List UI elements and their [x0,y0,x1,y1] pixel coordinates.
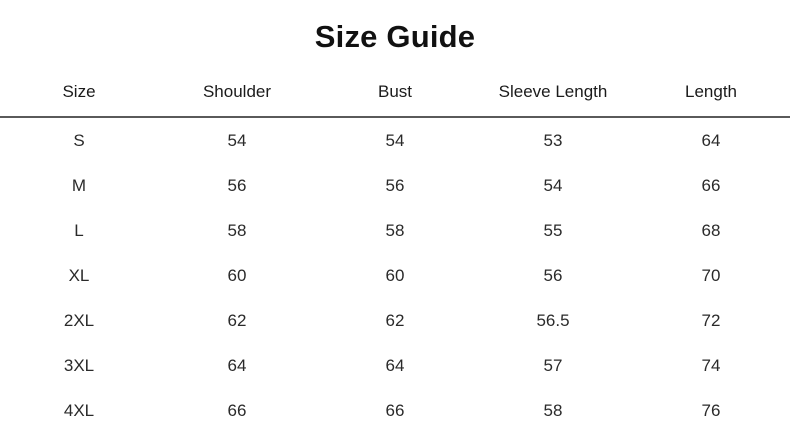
cell-size: S [73,130,85,150]
table-header-row: Size Shoulder Bust Sleeve Length Length [0,56,790,118]
cell-size: XL [68,265,90,285]
cell-size: 4XL [63,400,95,420]
cell-sleeve-length: 57 [543,355,563,375]
table-header: Size Shoulder Bust Sleeve Length Length [0,56,790,118]
cell-shoulder: 62 [227,310,247,330]
cell-length: 70 [701,265,721,285]
cell-size: L [74,220,84,240]
column-header-shoulder: Shoulder [158,56,316,118]
cell-shoulder: 66 [227,400,247,420]
table-body: S 54 54 53 64 M 56 56 54 66 L 58 58 55 6… [0,117,790,433]
size-guide-table: Size Shoulder Bust Sleeve Length Length … [0,56,790,433]
cell-length: 72 [701,310,721,330]
cell-bust: 56 [385,175,405,195]
cell-size: 3XL [63,355,95,375]
cell-size: 2XL [63,310,95,330]
size-guide-page: Size Guide Size Shoulder Bust Sleeve Len… [0,18,790,445]
cell-sleeve-length: 56.5 [536,310,570,330]
column-header-bust: Bust [316,56,474,118]
cell-sleeve-length: 55 [543,220,563,240]
table-row: 3XL 64 64 57 74 [0,343,790,388]
cell-shoulder: 56 [227,175,247,195]
table-row: M 56 56 54 66 [0,163,790,208]
table-row: L 58 58 55 68 [0,208,790,253]
column-header-size: Size [0,56,158,118]
cell-shoulder: 64 [227,355,247,375]
page-title: Size Guide [314,19,476,54]
cell-sleeve-length: 53 [543,130,563,150]
column-header-sleeve-length: Sleeve Length [474,56,632,118]
cell-bust: 62 [385,310,405,330]
cell-length: 74 [701,355,721,375]
table-row: XL 60 60 56 70 [0,253,790,298]
cell-bust: 58 [385,220,405,240]
cell-shoulder: 60 [227,265,247,285]
cell-sleeve-length: 58 [543,400,563,420]
cell-length: 76 [701,400,721,420]
cell-sleeve-length: 54 [543,175,563,195]
cell-bust: 66 [385,400,405,420]
cell-shoulder: 58 [227,220,247,240]
table-row: 2XL 62 62 56.5 72 [0,298,790,343]
cell-length: 66 [701,175,721,195]
cell-size: M [71,175,87,195]
cell-bust: 54 [385,130,405,150]
cell-length: 68 [701,220,721,240]
column-header-length: Length [632,56,790,118]
cell-bust: 64 [385,355,405,375]
cell-bust: 60 [385,265,405,285]
table-row: 4XL 66 66 58 76 [0,388,790,433]
cell-length: 64 [701,130,721,150]
cell-shoulder: 54 [227,130,247,150]
table-row: S 54 54 53 64 [0,117,790,163]
cell-sleeve-length: 56 [543,265,563,285]
